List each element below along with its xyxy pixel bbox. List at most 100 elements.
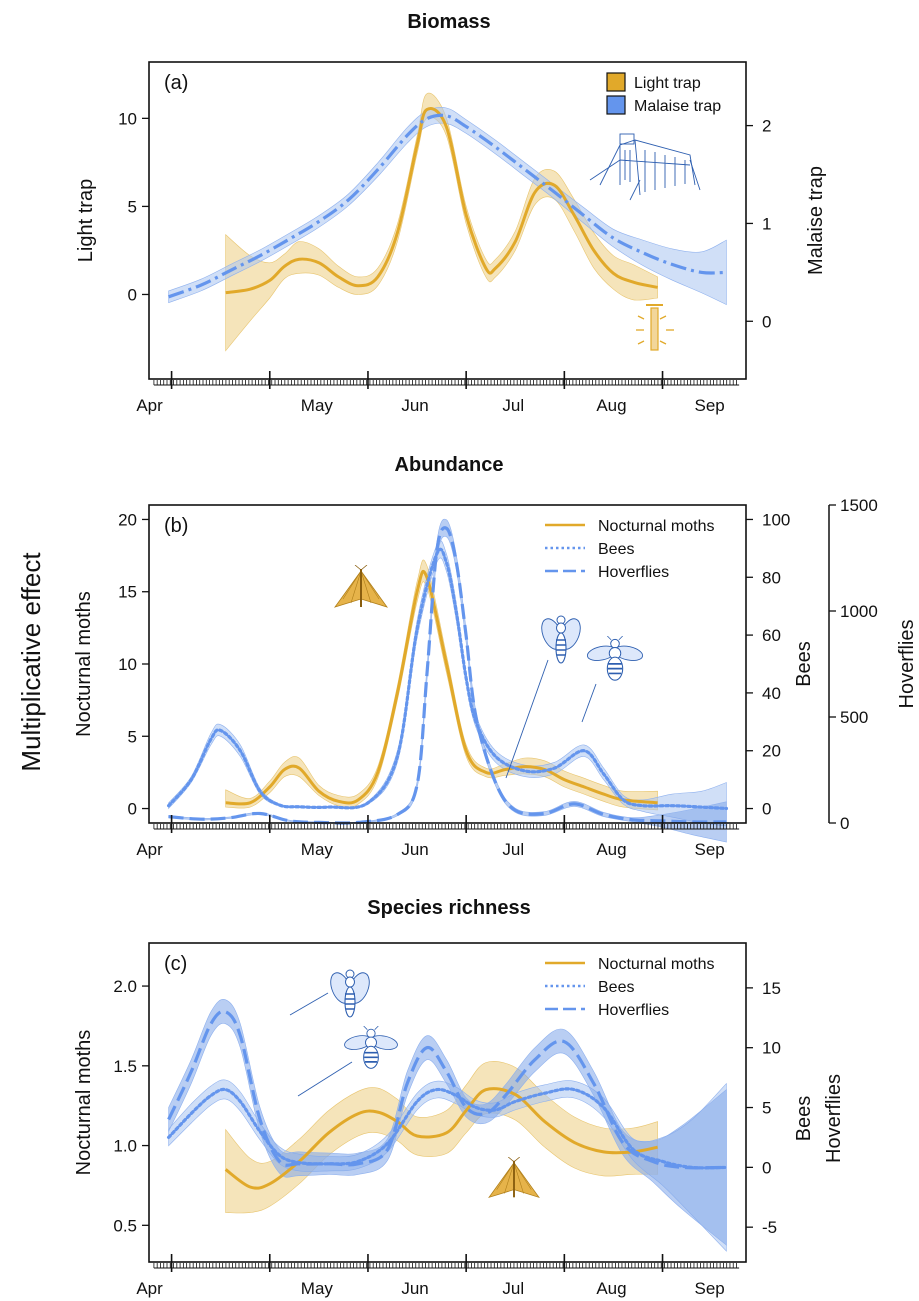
y-tick-label: 15 [118,583,137,602]
y-tick-label: 1.0 [113,1137,137,1156]
x-tick-label: Apr [136,840,163,859]
legend: Nocturnal moths Bees Hoverflies [545,956,715,1019]
panel-label: (c) [164,953,187,975]
legend-label: Nocturnal moths [598,518,715,535]
series-line-malaise-trap [168,113,727,299]
x-tick-label: Aug [596,396,626,415]
malaise-trap-icon [589,133,701,201]
malaise-trap-head [619,133,635,145]
legend-label: Hoverflies [598,1002,669,1019]
x-tick-label: Aug [596,1279,626,1298]
y-tick-label: 0 [128,800,137,819]
confidence-band-malaise-trap [168,107,727,306]
panel-title: Abundance [395,454,504,476]
hoverfly-icon [330,968,370,1018]
x-tick-label: May [301,840,334,859]
y2-tick-label: 20 [762,742,781,761]
y-axis-label: Nocturnal moths [73,591,95,737]
panel-title: Species richness [367,897,530,919]
confidence-band-hoverflies [168,999,727,1246]
series-line-bees [167,547,728,811]
y2-axis-label: Bees [793,641,815,687]
x-minor-ticks [153,824,737,829]
light-ray [659,315,667,320]
x-tick-label: May [301,1279,334,1298]
x-tick-label: Jun [401,840,428,859]
y-tick-label: 2.0 [113,977,137,996]
y2-tick-label: 100 [762,510,790,529]
y-tick-label: 10 [118,109,137,128]
y-tick-label: 0.5 [113,1216,137,1235]
light-trap-icon [636,304,674,351]
y2-axis-label: Hoverflies [823,1074,845,1163]
legend: Light trap Malaise trap [606,72,721,115]
y3-tick-label: 500 [840,708,868,727]
y2-axis-label: Malaise trap [805,166,827,275]
y2-tick-label: 5 [762,1099,771,1118]
panel-species-richness: Species richness Apr May Jun Jul Aug Sep 0.5 1.0… [73,897,845,1298]
legend-swatch [606,95,626,115]
light-trap-body [650,307,659,351]
y2-tick-label: 60 [762,626,781,645]
series-line-hoverflies [167,1009,727,1170]
bee-pointer [581,683,597,723]
moth-icon [488,1157,540,1199]
y-tick-label: 5 [128,727,137,746]
moth-icon [333,565,389,609]
y3-axis-label: Hoverflies [896,620,918,709]
panel-abundance: Abundance Apr May Jun Jul Aug Sep 0 5 10 15 20 Noctu… [73,454,918,859]
legend: Nocturnal moths Bees Hoverflies [545,518,715,581]
x-tick-label: Jun [401,396,428,415]
y3-tick-label: 1500 [840,496,878,515]
y-tick-label: 1.5 [113,1057,137,1076]
light-ray [637,340,645,345]
bee-pointer [297,1061,353,1097]
panel-label: (b) [164,515,188,537]
legend-label: Malaise trap [634,98,721,115]
plot-frame [148,61,747,380]
panel-label: (a) [164,72,188,94]
legend-label: Bees [598,979,634,996]
x-tick-label: Apr [136,396,163,415]
confidence-band-light-trap [225,92,658,352]
series-line-bees [167,1087,728,1170]
x-tick-label: Aug [596,840,626,859]
series-line-hoverflies [168,526,727,825]
series-line-nocturnal-moths [225,569,658,806]
legend-swatch [606,72,626,92]
y2-axis-label: Bees [793,1096,815,1142]
legend-label: Bees [598,541,634,558]
y3-tick-label: 0 [840,814,849,833]
y-tick-label: 0 [128,285,137,304]
y-tick-label: 10 [118,655,137,674]
shared-y-label: Multiplicative effect [16,552,46,772]
legend-label: Hoverflies [598,564,669,581]
series-line-light-trap [225,107,658,295]
y2-tick-label: 0 [762,312,771,331]
y3-tick-label: 1000 [840,602,878,621]
x-tick-label: Sep [695,396,725,415]
light-ray [659,340,667,345]
legend-label: Light trap [634,75,701,92]
x-tick-label: Sep [695,1279,725,1298]
x-tick-label: Jul [502,1279,524,1298]
bee-icon [584,636,646,682]
y2-tick-label: 1 [762,214,771,233]
hoverfly-pointer [505,659,549,779]
x-tick-label: May [301,396,334,415]
confidence-band-bees [168,540,727,827]
y2-tick-label: 80 [762,568,781,587]
panel-title: Biomass [407,11,490,33]
y-tick-label: 20 [118,510,137,529]
y-axis-label: Light trap [75,179,97,262]
light-ray [637,315,645,320]
y2-tick-label: 0 [762,800,771,819]
y2-tick-label: 2 [762,117,771,136]
confidence-band-nocturnal-moths [225,559,658,811]
x-tick-label: Sep [695,840,725,859]
y2-tick-label: 10 [762,1039,781,1058]
y2-tick-label: 0 [762,1158,771,1177]
plot-frame [148,942,747,1263]
legend-label: Nocturnal moths [598,956,715,973]
panel-biomass: Biomass Apr May Jun Jul Aug Sep 0 5 10 Light trap 0… [75,11,827,415]
